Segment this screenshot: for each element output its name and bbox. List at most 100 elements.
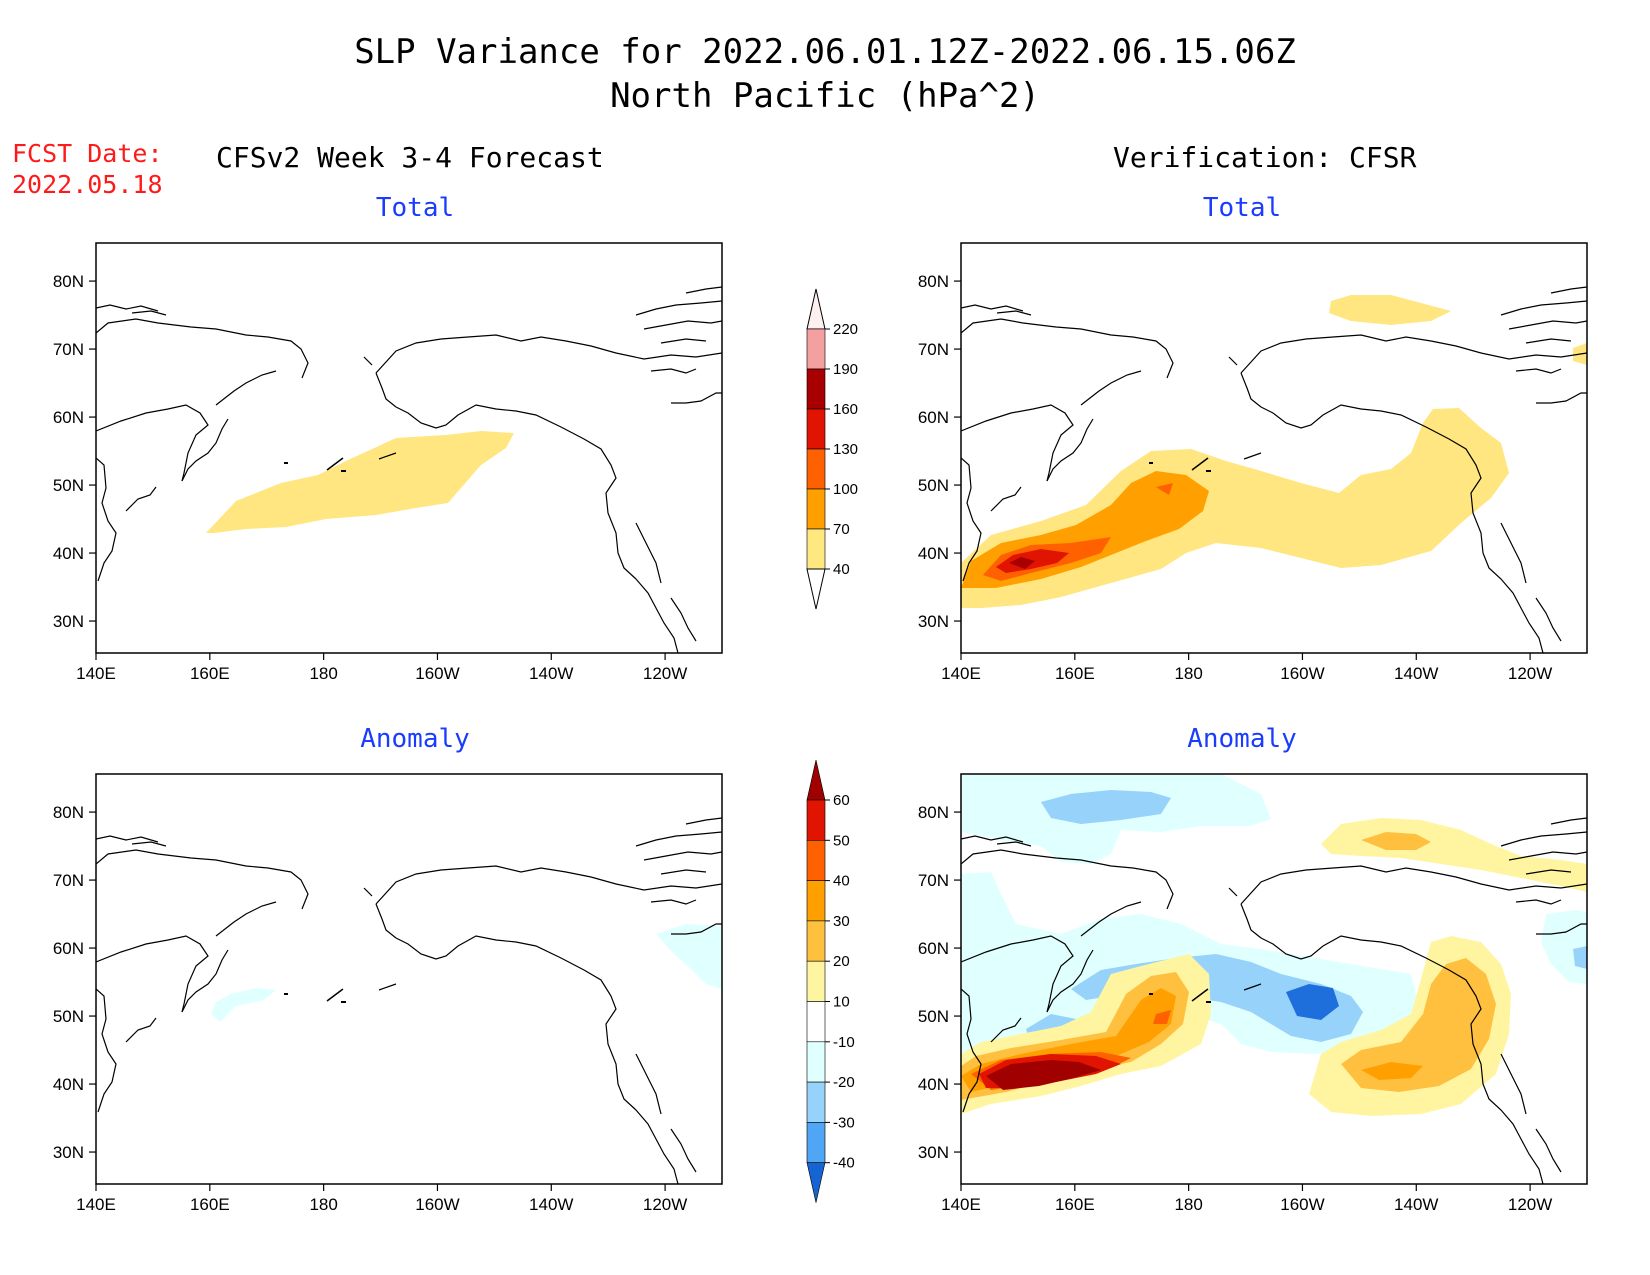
colorbar-total-swatch bbox=[806, 528, 826, 570]
lon-tick-label: 140W bbox=[529, 1195, 573, 1214]
colorbar-anomaly-swatch bbox=[806, 1041, 826, 1083]
contour-40-70-arctic bbox=[1329, 295, 1451, 325]
contour-160-190-verification bbox=[1009, 557, 1035, 569]
colorbar-total-label: 100 bbox=[833, 481, 858, 498]
colorbar-anomaly-label: 20 bbox=[833, 953, 850, 970]
lon-tick-label: 160E bbox=[1055, 1195, 1095, 1214]
contour-neg10-neg20-forecast bbox=[211, 988, 276, 1022]
lon-tick-label: 180 bbox=[309, 1195, 337, 1214]
colorbar-total-swatch bbox=[806, 408, 826, 450]
lat-tick-label: 60N bbox=[53, 408, 84, 427]
lat-tick-label: 70N bbox=[918, 871, 949, 890]
colorbar-anomaly-swatch bbox=[806, 920, 826, 962]
main-title: SLP Variance for 2022.06.01.12Z-2022.06.… bbox=[0, 30, 1650, 118]
panel-title-top-left: Total bbox=[375, 193, 455, 223]
colorbar-anomaly-label: 30 bbox=[833, 913, 850, 930]
lat-tick-label: 70N bbox=[53, 871, 84, 890]
lat-tick-label: 80N bbox=[918, 803, 949, 822]
lat-tick-label: 30N bbox=[53, 1143, 84, 1162]
colorbar-anomaly-swatch bbox=[806, 799, 826, 841]
lon-tick-label: 120W bbox=[1508, 1195, 1552, 1214]
lon-tick-label: 140W bbox=[1394, 1195, 1438, 1214]
colorbar-anomaly-label: 40 bbox=[833, 873, 850, 890]
lon-tick-label: 160E bbox=[190, 664, 230, 683]
lon-tick-label: 140W bbox=[529, 664, 573, 683]
colorbar-anomaly-label: 60 bbox=[833, 792, 850, 809]
lat-tick-label: 40N bbox=[918, 544, 949, 563]
colorbar-total-label: 220 bbox=[833, 321, 858, 338]
colorbar-anomaly-label: -20 bbox=[833, 1074, 855, 1091]
colorbar-total-swatch bbox=[806, 328, 826, 370]
contour-10-20-arctic bbox=[1321, 818, 1587, 892]
lon-tick-label: 140E bbox=[941, 664, 981, 683]
colorbar-anomaly-swatch bbox=[806, 1001, 826, 1043]
colorbar-anomaly-swatch bbox=[806, 960, 826, 1002]
lon-tick-label: 140E bbox=[941, 1195, 981, 1214]
colorbar-total: 220 190 160 130 100 70 40 bbox=[806, 288, 858, 610]
lon-tick-label: 140E bbox=[76, 664, 116, 683]
lat-tick-label: 80N bbox=[53, 272, 84, 291]
lat-tick-label: 40N bbox=[918, 1075, 949, 1094]
colorbar-anomaly-label: -40 bbox=[833, 1155, 855, 1172]
lat-tick-label: 30N bbox=[53, 612, 84, 631]
map-panel-forecast-total bbox=[95, 242, 723, 654]
colorbar-total-top-arrow bbox=[806, 288, 826, 330]
lon-tick-label: 180 bbox=[1174, 664, 1202, 683]
lon-tick-label: 120W bbox=[643, 1195, 687, 1214]
map-panel-verification-anomaly bbox=[960, 773, 1588, 1185]
lon-tick-label: 160W bbox=[415, 1195, 459, 1214]
map-axes: 80N 70N 60N 50N 40N 30N 140E 160E 180 160W 140W 120… bbox=[53, 272, 1552, 1214]
title-line2: North Pacific (hPa^2) bbox=[610, 76, 1040, 116]
title-line1: SLP Variance for 2022.06.01.12Z-2022.06.… bbox=[354, 32, 1296, 72]
lon-tick-label: 160E bbox=[1055, 664, 1095, 683]
colorbar-total-label: 130 bbox=[833, 441, 858, 458]
colorbar-total-swatch bbox=[806, 488, 826, 530]
contour-20-30-arctic bbox=[1361, 832, 1431, 850]
colorbar-anomaly-bottom-arrow bbox=[806, 1162, 826, 1203]
forecast-date: FCST Date: 2022.05.18 bbox=[12, 138, 163, 200]
colorbar-total-label: 190 bbox=[833, 361, 858, 378]
lat-tick-label: 40N bbox=[53, 1075, 84, 1094]
panel-title-top-right: Total bbox=[1202, 193, 1282, 223]
fcst-value: 2022.05.18 bbox=[12, 170, 163, 199]
panel-title-bottom-right: Anomaly bbox=[1187, 724, 1297, 754]
colorbar-total-bottom-arrow bbox=[806, 568, 826, 610]
lat-tick-label: 80N bbox=[918, 272, 949, 291]
contour-30-40-east bbox=[1361, 1062, 1423, 1080]
colorbar-anomaly-label: -30 bbox=[833, 1114, 855, 1131]
lat-tick-label: 80N bbox=[53, 803, 84, 822]
contour-neg20-arctic bbox=[1041, 790, 1171, 824]
colorbar-anomaly-swatch bbox=[806, 1122, 826, 1164]
lat-tick-label: 70N bbox=[918, 340, 949, 359]
map-panel-verification-total bbox=[960, 242, 1588, 654]
lon-tick-label: 160W bbox=[1280, 664, 1324, 683]
colorbar-total-label: 70 bbox=[833, 521, 850, 538]
colorbar-anomaly-label: 10 bbox=[833, 994, 850, 1011]
lat-tick-label: 60N bbox=[918, 939, 949, 958]
fcst-label: FCST Date: bbox=[12, 139, 163, 168]
left-column-title: CFSv2 Week 3-4 Forecast bbox=[216, 141, 604, 174]
colorbar-total-label: 40 bbox=[833, 561, 850, 578]
contour-neg10-neg20-east bbox=[656, 924, 722, 989]
lat-tick-label: 50N bbox=[918, 476, 949, 495]
lat-tick-label: 30N bbox=[918, 612, 949, 631]
lon-tick-label: 160E bbox=[190, 1195, 230, 1214]
contour-20-30-east bbox=[1341, 958, 1496, 1092]
lat-tick-label: 60N bbox=[53, 939, 84, 958]
colorbar-anomaly-swatch bbox=[806, 839, 826, 881]
lat-tick-label: 60N bbox=[918, 408, 949, 427]
contour-neg30-central bbox=[1286, 984, 1339, 1020]
lon-tick-label: 120W bbox=[1508, 664, 1552, 683]
contour-60-plus-west bbox=[986, 1060, 1101, 1090]
lon-tick-label: 160W bbox=[1280, 1195, 1324, 1214]
contour-40-70-forecast bbox=[206, 431, 514, 533]
colorbar-anomaly: 60 50 40 30 20 10 -10 -20 -30 -40 bbox=[806, 759, 855, 1203]
lat-tick-label: 70N bbox=[53, 340, 84, 359]
lon-tick-label: 140W bbox=[1394, 664, 1438, 683]
contour-neg10-east bbox=[1541, 910, 1587, 984]
lat-tick-label: 50N bbox=[53, 1007, 84, 1026]
colorbar-anomaly-swatch bbox=[806, 1081, 826, 1123]
lat-tick-label: 30N bbox=[918, 1143, 949, 1162]
lon-tick-label: 180 bbox=[1174, 1195, 1202, 1214]
